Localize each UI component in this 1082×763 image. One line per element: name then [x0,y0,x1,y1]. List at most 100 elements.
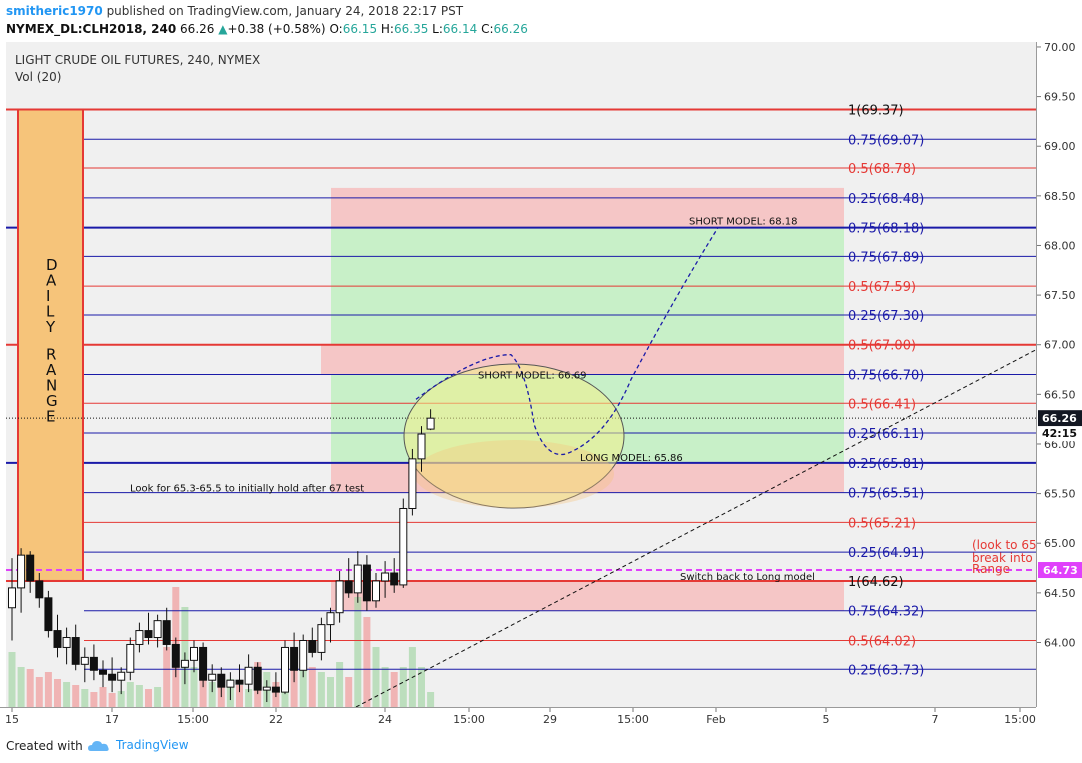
candle-body [153,620,162,639]
candle-body [235,679,244,685]
author-link[interactable]: smitheric1970 [6,4,103,18]
fib-level-label: 0.5(66.41) [848,397,916,412]
volume-bar [8,652,16,707]
time-tick-label: 5 [823,713,830,726]
price-axis-svg: 70.00 69.50 69.00 68.50 68.00 67.50 67.00 66.50… [1037,41,1082,649]
candle-body [8,587,16,609]
time-tick-label: 15:00 [177,713,209,726]
candle-body [244,666,253,685]
fib-level-label: 0.75(64.32) [848,605,924,620]
candle-body [399,507,408,586]
volume-bar [126,682,134,707]
price-tick-label: 69.00 [1044,140,1076,153]
countdown-label: 42:15 [1042,427,1077,440]
look-to-annotation-2: break into [972,551,1033,565]
marker-price-badge [1038,562,1082,579]
daily-range-letter: I [46,287,50,305]
candle-body [326,612,335,626]
candle-body [144,630,153,639]
close-value: 66.26 [493,22,528,36]
chart-plot[interactable]: 1(69.37) 0.75(69.07) 0.5(68.78) 0.25(68.48)… [6,42,1036,707]
candle-body [226,679,235,688]
fib-level-label: 1(69.37) [848,103,904,118]
candle-body [162,620,171,645]
tradingview-logo[interactable]: TradingView [88,738,189,752]
volume-bar [236,685,243,707]
volume-bar [63,682,71,707]
red-zone-mid [321,344,844,375]
look-to-annotation-1: (look to 65 [972,538,1036,552]
price-change: +0.38 (+0.58%) [227,22,326,36]
short-model-1-label: SHORT MODEL: 68.18 [689,217,798,228]
volume-bar [35,677,43,707]
candle-body [344,580,353,594]
candle-body [262,686,271,691]
look-for-annotation: Look for 65.3-65.5 to initially hold aft… [130,484,364,495]
time-tick-label: 7 [932,713,939,726]
last-price-badge [1038,410,1082,427]
candle-body [408,458,417,509]
volume-bar [418,667,425,707]
short-model-2-label: SHORT MODEL: 66.69 [478,370,587,381]
price-tick-label: 65.50 [1044,488,1076,501]
price-tick-label: 66.50 [1044,388,1076,401]
ohlc-line: NYMEX_DL:CLH2018, 240 66.26 ▲+0.38 (+0.5… [6,22,528,36]
time-tick-label: 15 [5,713,19,726]
fib-level-label: 0.5(67.59) [848,280,916,295]
candle-body [17,554,26,589]
volume-bar [17,667,25,707]
candle-body [71,637,80,665]
volume-bar [135,685,143,707]
fib-level-label: 0.5(64.02) [848,635,916,650]
volume-bar [245,689,253,707]
price-tick-label: 64.00 [1044,636,1076,649]
low-label: L: [432,22,443,36]
fib-level-label: 0.75(66.70) [848,369,924,384]
volume-bar [363,617,371,707]
price-tick-label: 67.50 [1044,289,1076,302]
volume-bar [54,679,61,707]
publish-info: published on TradingView.com, January 24… [106,4,464,18]
chart-legend-title: LIGHT CRUDE OIL FUTURES, 240, NYMEX [15,53,261,67]
last-price: 66.26 [180,22,215,36]
volume-bar [317,672,325,707]
volume-bar [299,652,307,707]
up-arrow-icon: ▲ [218,22,228,36]
candle-body [180,659,189,668]
time-tick-label: 15:00 [617,713,649,726]
candle-body [271,686,280,693]
candle-body [308,640,317,653]
fib-level-label: 0.25(64.91) [848,546,924,561]
volume-bar [108,693,116,707]
tradingview-brand: TradingView [116,738,189,752]
model-ellipse [403,363,625,509]
price-tick-label: 68.00 [1044,239,1076,252]
marker-price-label: 64.73 [1043,564,1078,577]
price-axis[interactable]: 70.00 69.50 69.00 68.50 68.00 67.50 67.00 66.50… [1036,41,1082,707]
volume-bar [208,682,216,707]
fib-level-label: 0.75(68.18) [848,222,924,237]
volume-bar [163,647,171,707]
candle-body [171,643,180,668]
high-label: H: [380,22,394,36]
time-axis[interactable]: 15 17 15:00 22 24 15:00 29 15:00 Feb 5 7 15:00 [0,707,1036,730]
daily-range-letter: A [46,272,57,290]
publish-line: smitheric1970 published on TradingView.c… [6,4,463,18]
time-tick-label: 15:00 [1004,713,1036,726]
price-tick-label: 70.00 [1044,42,1076,54]
look-to-annotation-3: Range [972,562,1010,576]
price-tick-label: 69.50 [1044,91,1076,104]
close-label: C: [481,22,494,36]
volume-bar [345,677,353,707]
volume-bar [154,687,162,707]
price-tick-label: 67.00 [1044,339,1076,352]
candle-body [126,643,135,673]
candle-body [190,646,198,661]
candle-body [35,580,44,599]
price-tick-label: 65.00 [1044,537,1076,550]
volume-bar [381,667,389,707]
time-tick-label: 17 [105,713,119,726]
fib-level-label: 0.75(67.89) [848,250,924,265]
time-tick-label: 15:00 [453,713,485,726]
high-value: 66.35 [393,22,429,36]
